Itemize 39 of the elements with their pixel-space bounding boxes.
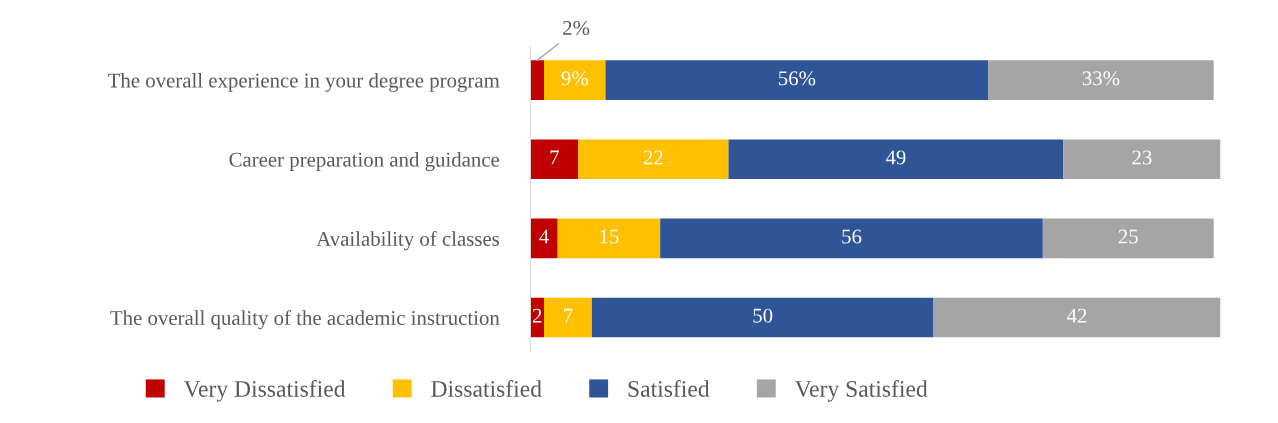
bar	[605, 60, 989, 100]
bar	[544, 297, 592, 338]
y-tick-label: The overall quality of the academic instruction	[110, 310, 500, 330]
data-label: 50	[753, 308, 773, 323]
data-label: 22	[643, 150, 663, 165]
y-tick-label: Career preparation and guidance	[229, 152, 500, 171]
data-label: 49	[885, 150, 906, 165]
bar	[1042, 218, 1214, 259]
data-label: 15	[600, 229, 619, 244]
bar	[660, 218, 1043, 259]
data-label: 7	[564, 308, 573, 323]
bar	[1063, 139, 1221, 180]
data-label: 7	[550, 150, 559, 165]
data-label: 2%	[563, 20, 590, 36]
bar	[933, 297, 1221, 338]
legend-label: Very Satisfied	[794, 380, 928, 402]
data-label: 56%	[778, 71, 816, 86]
legend-label: Satisfied	[628, 380, 710, 397]
bar	[728, 139, 1064, 180]
legend-label: Dissatisfied	[431, 380, 542, 397]
data-label: 56	[842, 229, 862, 244]
bar	[530, 218, 558, 259]
data-label: 42	[1066, 308, 1087, 323]
data-label: 23	[1132, 150, 1152, 165]
bar	[530, 139, 579, 180]
bar	[591, 297, 934, 338]
bar	[530, 60, 545, 100]
data-label: 33%	[1082, 71, 1120, 86]
bar	[544, 60, 606, 100]
bar	[578, 139, 729, 180]
y-tick-label: The overall experience in your degree program	[108, 72, 500, 92]
bar	[557, 218, 661, 259]
data-label: 9%	[561, 71, 588, 86]
data-label: 25	[1118, 229, 1138, 244]
legend-label: Very Dissatisfied	[183, 380, 346, 402]
bar	[988, 60, 1214, 100]
y-tick-label: Availability of classes	[316, 231, 500, 251]
data-label: 4	[539, 229, 549, 244]
data-label: 2	[532, 308, 542, 323]
